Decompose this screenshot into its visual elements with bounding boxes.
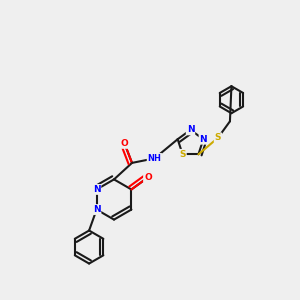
Text: O: O (144, 173, 152, 182)
Text: N: N (93, 185, 101, 194)
Text: NH: NH (148, 154, 161, 163)
Text: S: S (179, 150, 186, 159)
Text: N: N (187, 125, 194, 134)
Text: S: S (215, 133, 221, 142)
Text: O: O (121, 139, 128, 148)
Text: N: N (93, 205, 101, 214)
Text: N: N (200, 135, 207, 144)
